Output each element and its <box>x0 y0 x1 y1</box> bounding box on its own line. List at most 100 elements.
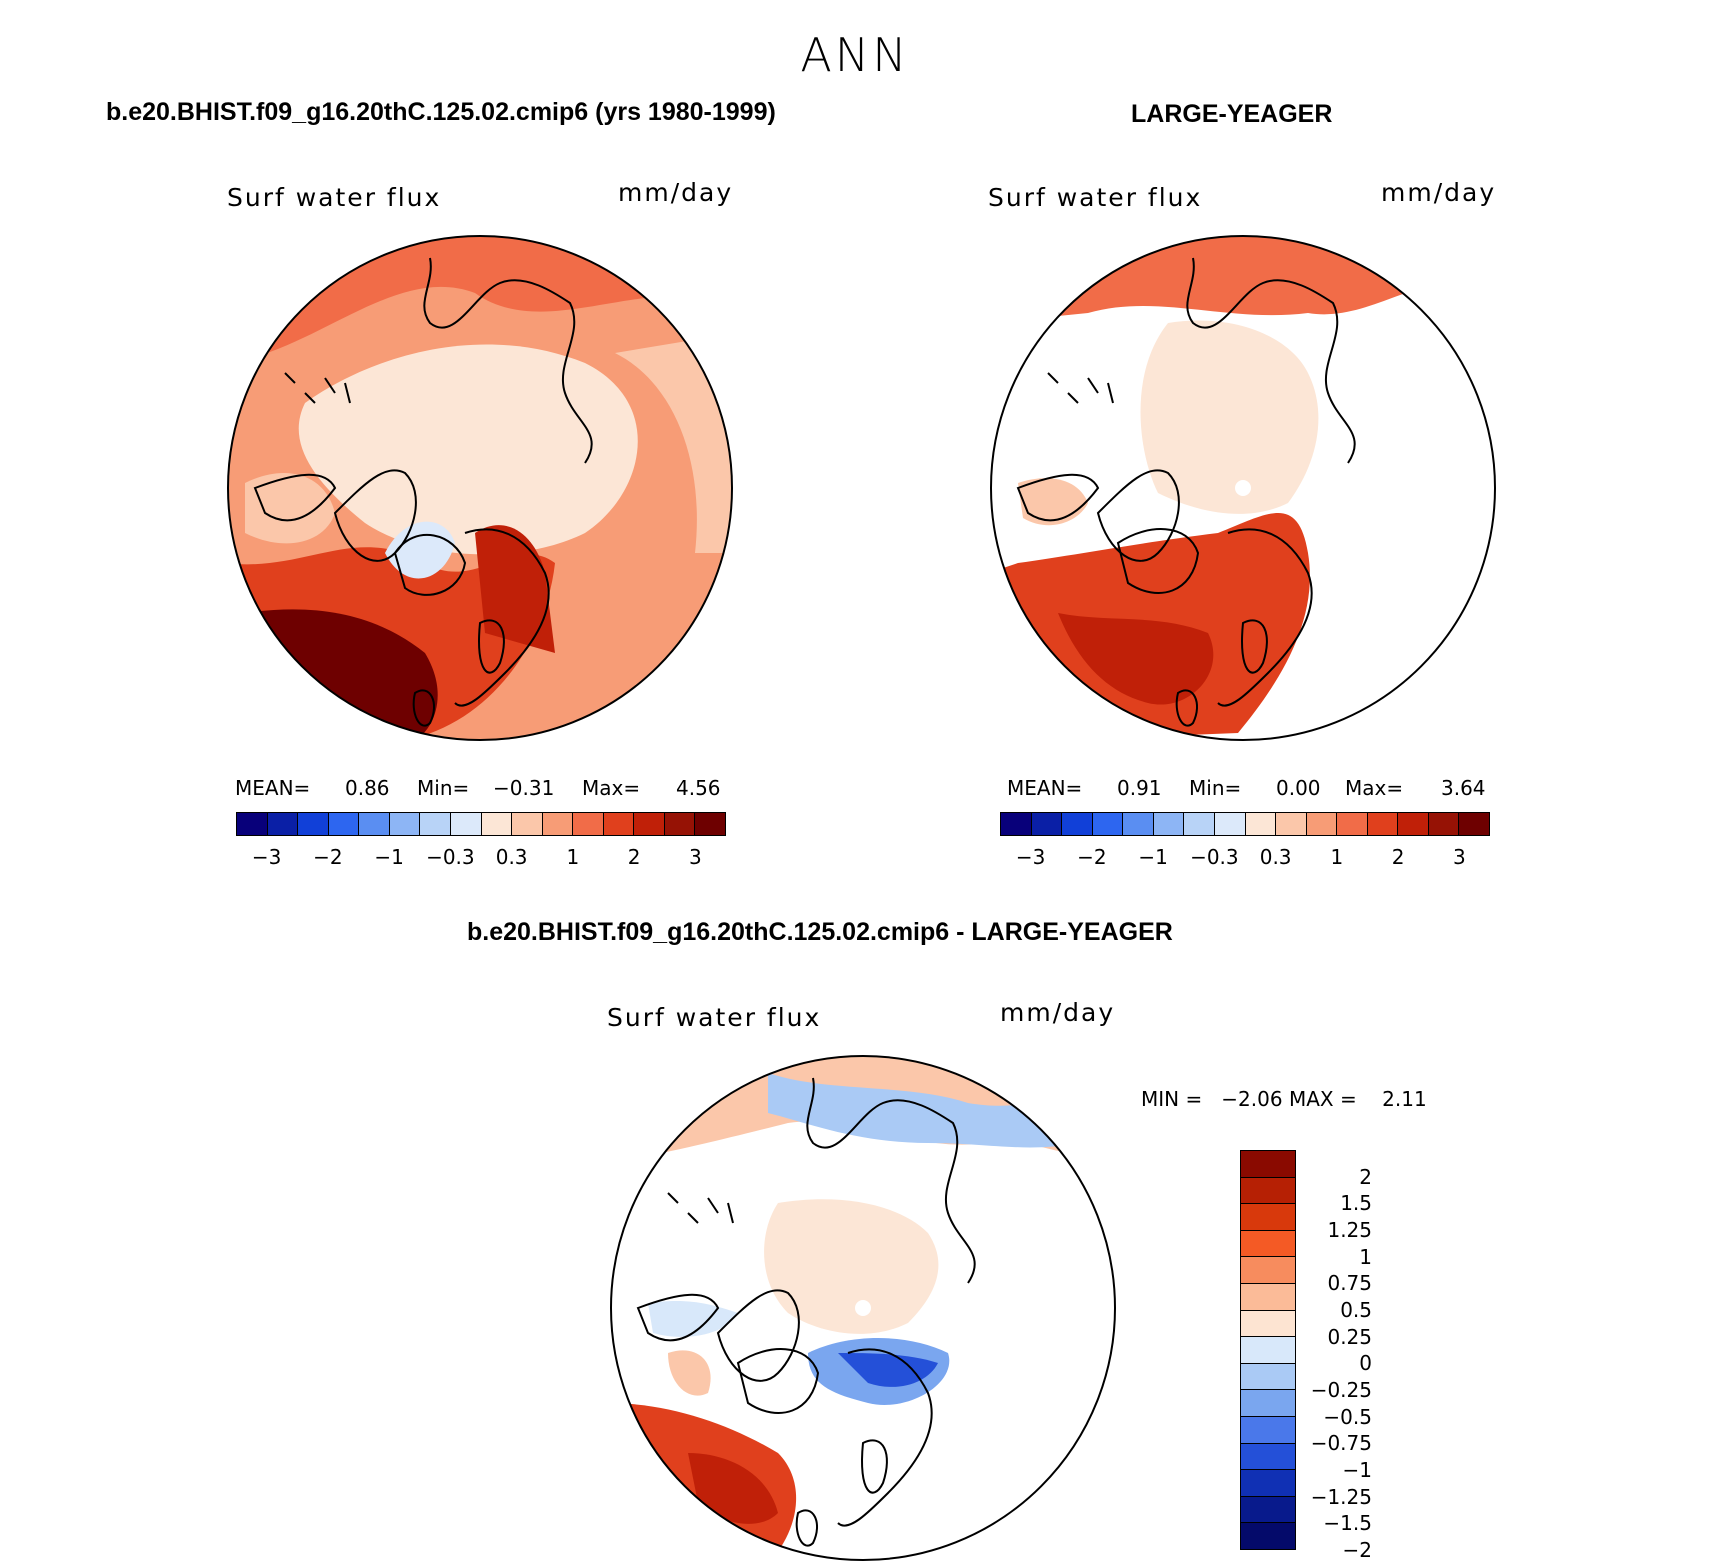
model-mean-label: MEAN= <box>235 776 311 800</box>
coastlines <box>1016 257 1356 727</box>
colorbar-swatch <box>1241 1204 1295 1231</box>
diff-minmax: MIN = −2.06 MAX = 2.11 <box>1141 1087 1427 1111</box>
obs-min-label: Min= <box>1189 776 1242 800</box>
colorbar-tick-label: 1 <box>1330 845 1344 869</box>
colorbar-swatch <box>1092 813 1124 835</box>
model-panel-header: b.e20.BHIST.f09_g16.20thC.125.02.cmip6 (… <box>106 98 776 126</box>
obs-variable-label: Surf water flux <box>988 183 1203 212</box>
colorbar-swatch <box>634 813 665 835</box>
model-min-label: Min= <box>417 776 470 800</box>
colorbar-swatch <box>450 813 482 835</box>
colorbar-swatch <box>1241 1177 1295 1205</box>
diff-colorbar-ticks: 2 1.5 1.25 1 0.75 0.5 0.25 0 −0.25 −0.5 −0.75 −1 −1.… <box>1262 1150 1372 1562</box>
colorbar-tick-label: −1 <box>1138 845 1168 869</box>
diff-units-label: mm/day <box>1000 998 1116 1027</box>
colorbar-swatch <box>1123 813 1154 835</box>
diff-variable-label: Surf water flux <box>607 1003 822 1032</box>
colorbar-swatch <box>1276 813 1307 835</box>
obs-panel-header: LARGE-YEAGER <box>1131 100 1333 128</box>
colorbar-tick-label: 0.3 <box>1259 845 1292 869</box>
model-polar-map <box>227 235 733 741</box>
colorbar-swatch <box>1398 813 1429 835</box>
season-title: ANN <box>800 28 910 82</box>
colorbar-tick-label: 3 <box>689 845 702 869</box>
colorbar-swatch <box>573 813 604 835</box>
colorbar-swatch <box>695 813 725 835</box>
colorbar-swatch <box>1241 1363 1295 1391</box>
colorbar-tick-label: −0.75 <box>1310 1431 1372 1456</box>
colorbar-swatch <box>512 813 543 835</box>
colorbar-tick-label: 1.5 <box>1340 1191 1372 1216</box>
colorbar-tick-label: −1.5 <box>1323 1511 1372 1536</box>
model-colorbar <box>236 812 726 836</box>
model-max-label: Max= <box>582 776 641 800</box>
colorbar-swatch <box>1241 1470 1295 1497</box>
colorbar-tick-label: 2 <box>627 845 641 869</box>
coastlines <box>253 257 593 727</box>
colorbar-tick-label: −0.3 <box>1190 845 1239 869</box>
colorbar-swatch <box>1184 813 1215 835</box>
colorbar-swatch <box>298 813 329 835</box>
colorbar-tick-label: 2 <box>1359 1164 1372 1189</box>
colorbar-swatch <box>1001 813 1032 835</box>
colorbar-swatch <box>1241 1151 1295 1178</box>
colorbar-swatch <box>1241 1230 1295 1258</box>
colorbar-tick-label: 1.25 <box>1327 1218 1372 1242</box>
model-colorbar-ticks: −3 −2 −1 −0.3 0.3 1 2 3 <box>236 845 726 871</box>
colorbar-tick-label: 2 <box>1391 845 1405 869</box>
colorbar-tick-label: −1.25 <box>1310 1484 1372 1509</box>
colorbar-tick-label: −0.5 <box>1323 1404 1372 1429</box>
colorbar-tick-label: 0.3 <box>495 845 528 869</box>
colorbar-swatch <box>1241 1390 1295 1417</box>
colorbar-swatch <box>1367 813 1399 835</box>
colorbar-tick-label: 0.5 <box>1340 1298 1372 1322</box>
colorbar-swatch <box>420 813 451 835</box>
colorbar-swatch <box>1428 813 1460 835</box>
model-units-label: mm/day <box>618 178 734 207</box>
model-min-value: −0.31 <box>493 776 555 800</box>
obs-max-value: 3.64 <box>1441 776 1486 800</box>
colorbar-swatch <box>359 813 390 835</box>
colorbar-swatch <box>542 813 574 835</box>
colorbar-swatch <box>389 813 421 835</box>
diff-polar-map <box>610 1055 1116 1561</box>
model-max-value: 4.56 <box>676 776 721 800</box>
colorbar-swatch <box>1245 813 1277 835</box>
model-mean-value: 0.86 <box>345 776 390 800</box>
colorbar-tick-label: −3 <box>1015 845 1046 869</box>
colorbar-swatch <box>664 813 696 835</box>
colorbar-swatch <box>603 813 635 835</box>
colorbar-swatch <box>328 813 360 835</box>
coastlines <box>636 1077 976 1547</box>
diff-panel-header: b.e20.BHIST.f09_g16.20thC.125.02.cmip6 -… <box>467 918 1173 946</box>
colorbar-swatch <box>1241 1310 1295 1338</box>
colorbar-tick-label: 0.75 <box>1327 1271 1372 1296</box>
colorbar-tick-label: −3 <box>251 845 282 869</box>
colorbar-tick-label: 1 <box>566 845 580 869</box>
colorbar-tick-label: −0.3 <box>426 845 475 869</box>
diff-colorbar <box>1240 1150 1296 1550</box>
obs-mean-label: MEAN= <box>1007 776 1083 800</box>
colorbar-tick-label: −1 <box>1342 1458 1372 1482</box>
colorbar-swatch <box>267 813 299 835</box>
model-variable-label: Surf water flux <box>227 183 442 212</box>
colorbar-swatch <box>1153 813 1185 835</box>
colorbar-swatch <box>1241 1337 1295 1364</box>
colorbar-swatch <box>481 813 513 835</box>
colorbar-tick-label: −2 <box>313 845 343 869</box>
colorbar-tick-label: 1 <box>1359 1244 1372 1269</box>
obs-units-label: mm/day <box>1381 178 1497 207</box>
colorbar-tick-label: 3 <box>1453 845 1466 869</box>
colorbar-swatch <box>1306 813 1338 835</box>
colorbar-swatch <box>237 813 268 835</box>
obs-mean-value: 0.91 <box>1117 776 1162 800</box>
colorbar-tick-label: −2 <box>1342 1538 1372 1562</box>
colorbar-swatch <box>1337 813 1368 835</box>
colorbar-tick-label: −2 <box>1077 845 1107 869</box>
obs-colorbar <box>1000 812 1490 836</box>
colorbar-swatch <box>1031 813 1063 835</box>
obs-polar-map <box>990 235 1496 741</box>
colorbar-tick-label: −1 <box>374 845 404 869</box>
colorbar-swatch <box>1241 1416 1295 1444</box>
colorbar-tick-label: −0.25 <box>1310 1378 1372 1402</box>
